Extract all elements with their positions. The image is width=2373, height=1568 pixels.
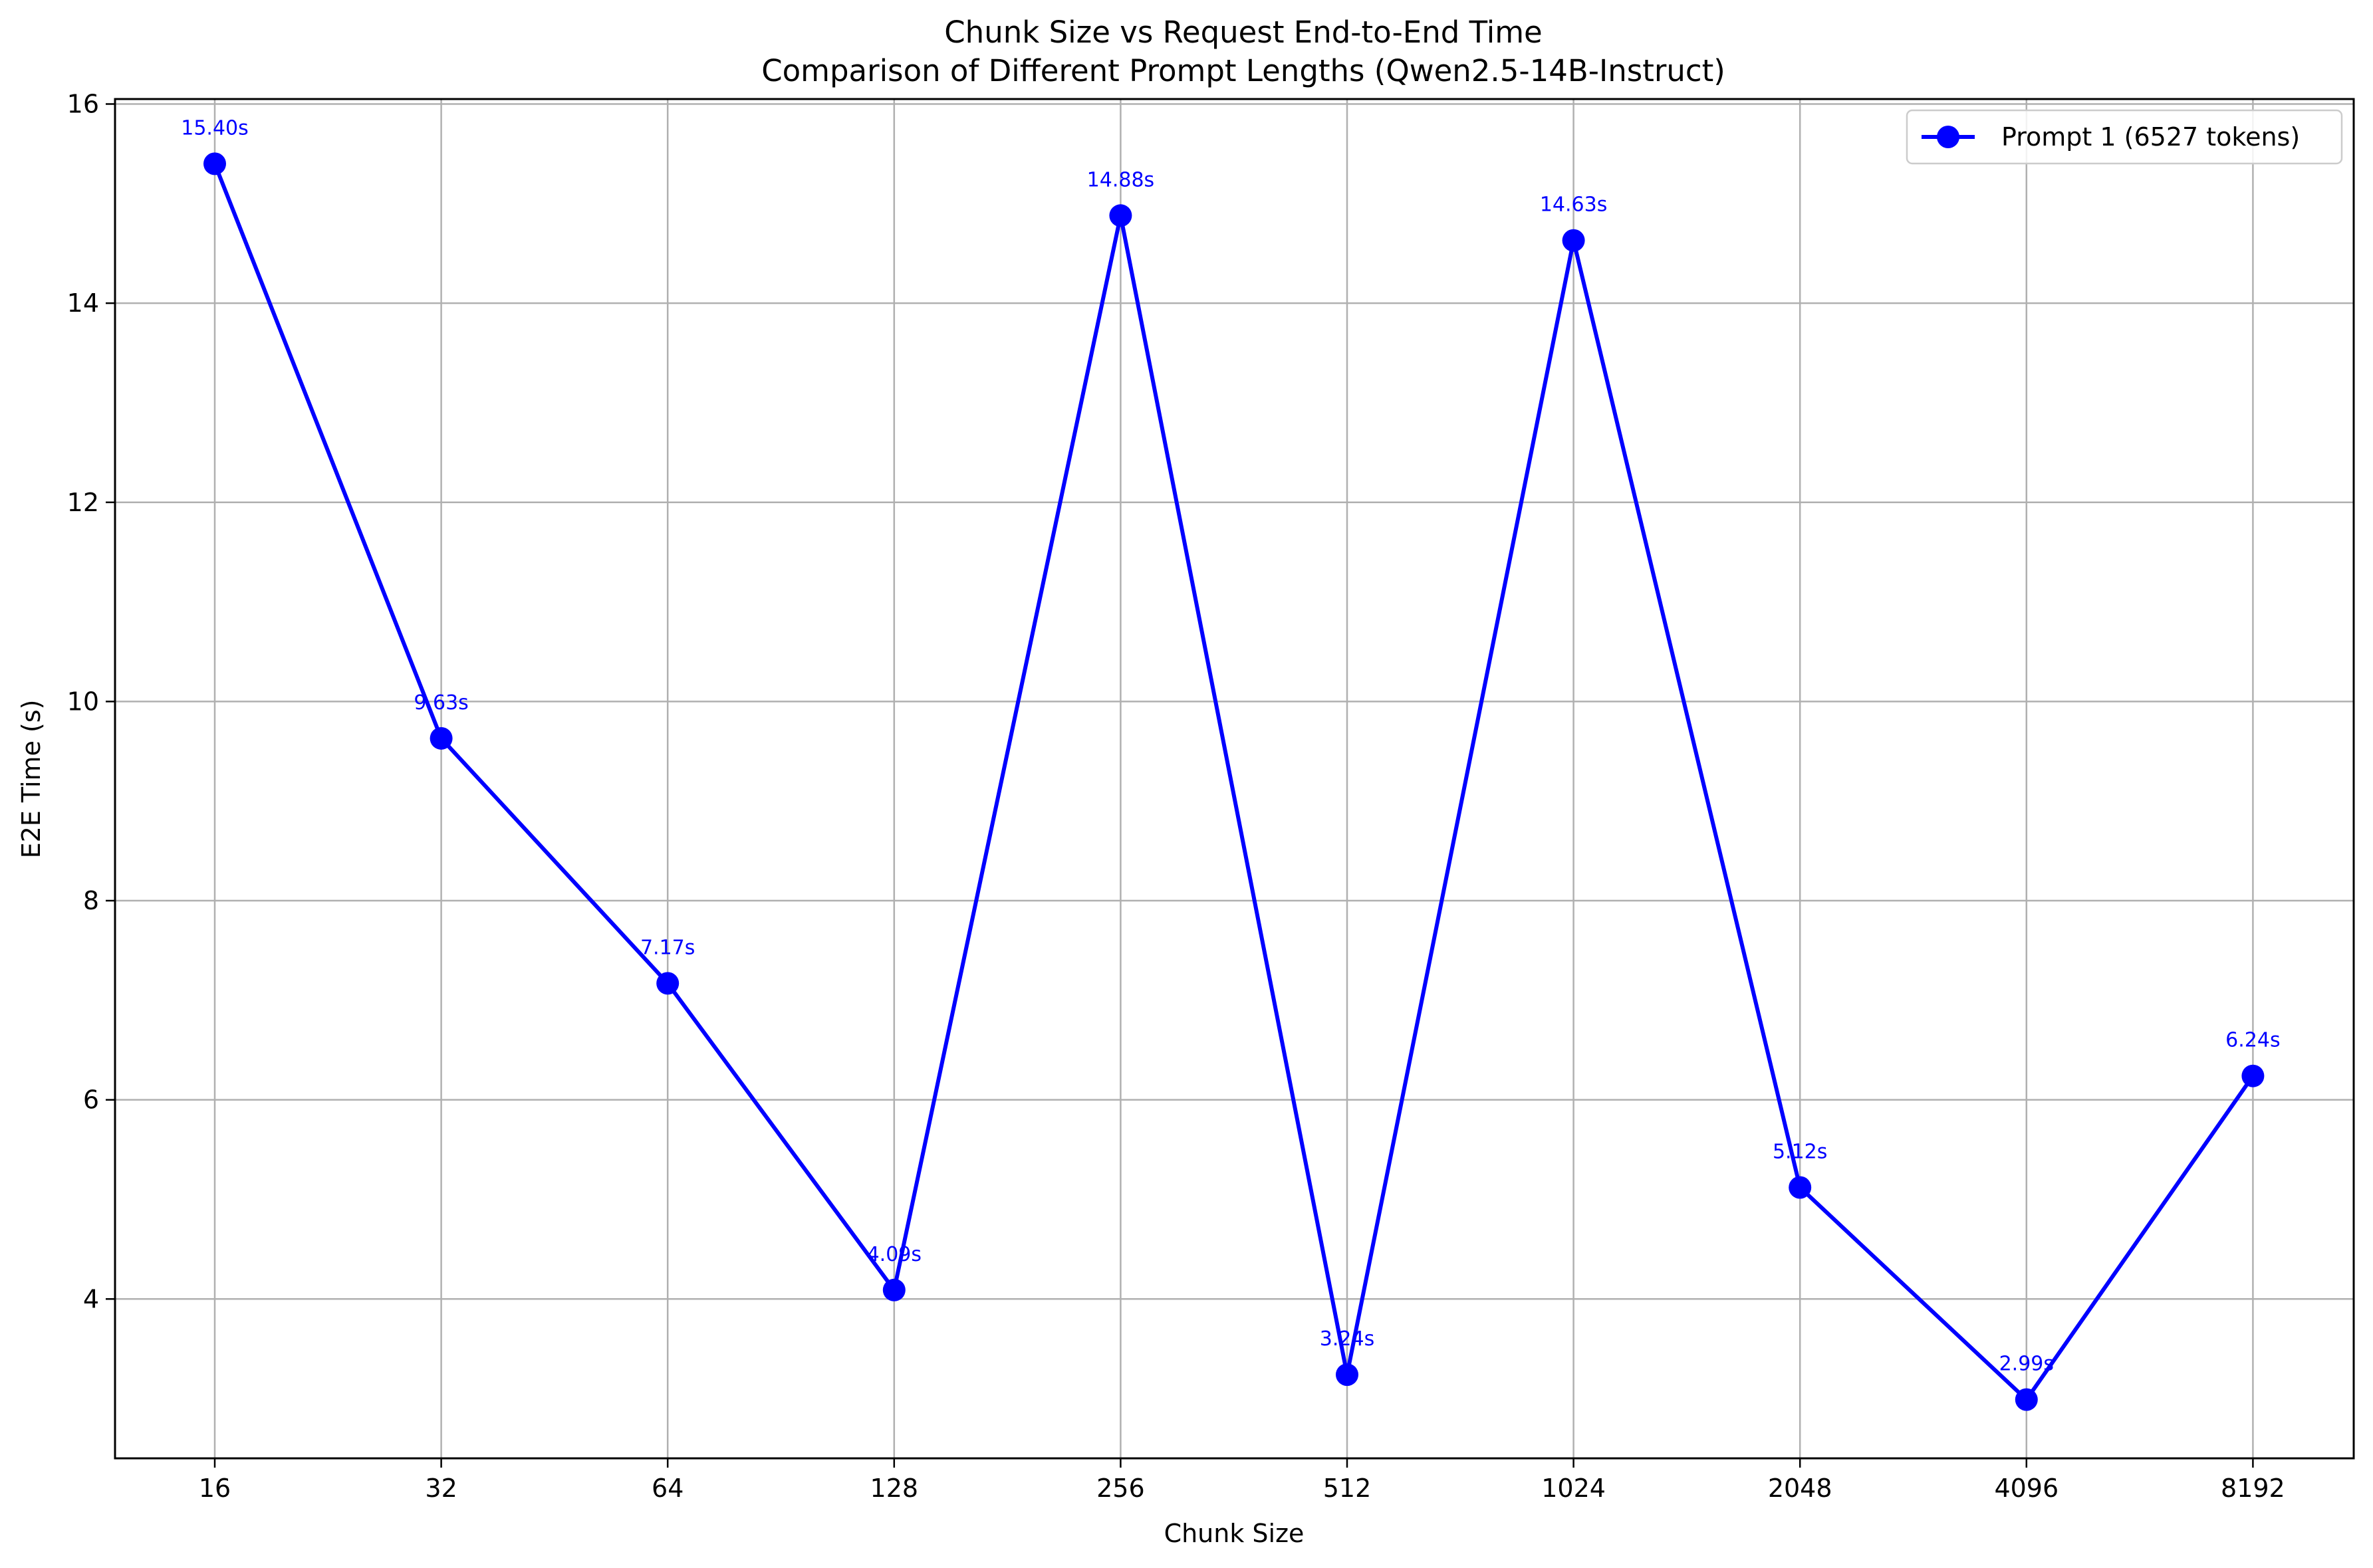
data-label: 5.12s [1773, 1140, 1827, 1163]
data-label: 14.88s [1087, 168, 1155, 191]
x-tick-label: 8192 [2221, 1474, 2285, 1503]
chart-title: Chunk Size vs Request End-to-End Time [944, 15, 1542, 50]
legend-marker [1937, 126, 1959, 148]
data-label: 6.24s [2225, 1029, 2280, 1052]
y-tick-label: 6 [83, 1085, 99, 1115]
x-tick-label: 512 [1323, 1474, 1372, 1503]
x-tick-label: 128 [870, 1474, 919, 1503]
axis-ticks: 16 32 64 128 256 512 1024 2048 4096 8192 4 6 8 10 12 14… [67, 89, 2285, 1503]
y-tick-label: 8 [83, 886, 99, 915]
x-tick-label: 16 [199, 1474, 231, 1503]
data-label: 4.09s [867, 1243, 922, 1266]
y-axis-label: E2E Time (s) [17, 700, 46, 859]
y-tick-label: 4 [83, 1284, 99, 1313]
data-point [1109, 204, 1132, 227]
grid [115, 99, 2354, 1458]
data-label: 3.24s [1320, 1327, 1374, 1351]
y-tick-label: 16 [67, 89, 99, 118]
data-point [1562, 229, 1585, 252]
legend-box [1906, 109, 2343, 165]
data-point [2015, 1388, 2038, 1411]
legend-label: Prompt 1 (6527 tokens) [2001, 122, 2300, 152]
x-tick-label: 1024 [1541, 1474, 1606, 1503]
x-tick-label: 2048 [1768, 1474, 1832, 1503]
data-point [203, 152, 226, 175]
legend: Prompt 1 (6527 tokens) [1906, 109, 2343, 165]
y-tick-label: 12 [67, 488, 99, 517]
data-label: 7.17s [640, 936, 695, 959]
series-line [213, 163, 2255, 1402]
data-point [1789, 1176, 1812, 1199]
data-point [882, 1278, 906, 1301]
x-axis-label: Chunk Size [1164, 1519, 1305, 1548]
data-point [656, 972, 680, 995]
data-labels: 15.40s 9.63s 7.17s 4.09s 14.88s 3.24s 14.63s 5.… [181, 116, 2280, 1375]
data-point [2241, 1064, 2265, 1087]
x-tick-label: 256 [1096, 1474, 1145, 1503]
data-label: 2.99s [1999, 1353, 2054, 1376]
x-tick-label: 64 [652, 1474, 684, 1503]
series-layer [203, 152, 2265, 1411]
data-label: 14.63s [1540, 193, 1608, 217]
data-label: 9.63s [414, 691, 468, 715]
data-point [1336, 1363, 1358, 1387]
plot-frame [114, 98, 2355, 1460]
chart-subtitle: Comparison of Different Prompt Lengths (… [761, 53, 1725, 88]
y-tick-label: 10 [67, 687, 99, 716]
x-tick-label: 4096 [1994, 1474, 2059, 1503]
data-point [430, 727, 453, 750]
y-tick-label: 14 [67, 288, 99, 318]
data-label: 15.40s [181, 116, 249, 140]
x-tick-label: 32 [425, 1474, 457, 1503]
